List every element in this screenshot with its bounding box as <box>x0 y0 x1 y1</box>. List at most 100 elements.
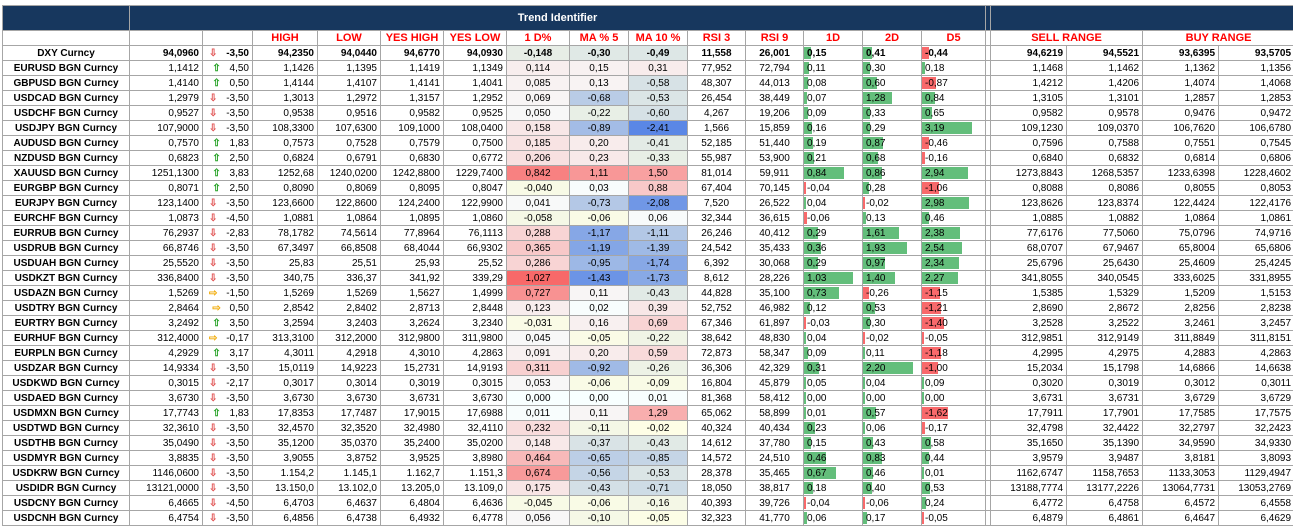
bar-1d-cell[interactable]: 0,07 <box>803 90 863 106</box>
one-day-pct-cell[interactable]: 1,027 <box>506 270 570 286</box>
symbol-cell[interactable]: EURJPY BGN Curncy <box>2 195 130 211</box>
last-price-cell[interactable]: 123,1400 <box>129 195 203 211</box>
ma5-cell[interactable]: 0,15 <box>569 60 629 76</box>
bar-d5-cell[interactable]: 0,58 <box>920 435 987 451</box>
bar-1d-cell[interactable]: 0,23 <box>803 420 863 436</box>
header-d5[interactable]: D5 <box>920 30 987 46</box>
header-sell-range[interactable]: SELL RANGE <box>990 30 1144 46</box>
yes-low-cell[interactable]: 0,7500 <box>443 135 507 151</box>
high-cell[interactable]: 0,6824 <box>252 150 318 166</box>
ma10-cell[interactable]: 0,88 <box>628 180 688 196</box>
rsi3-cell[interactable]: 26,246 <box>687 225 746 241</box>
low-cell[interactable]: 25,51 <box>317 255 381 271</box>
buy-range-high-cell[interactable]: 3,8181 <box>1142 450 1220 466</box>
last-price-cell[interactable]: 13121,0000 <box>129 480 203 496</box>
change-cell[interactable]: ⇨ 0,50 <box>202 300 253 316</box>
yes-high-cell[interactable]: 6,4804 <box>380 495 444 511</box>
symbol-cell[interactable]: EURHUF BGN Curncy <box>2 330 130 346</box>
header-rsi3[interactable]: RSI 3 <box>687 30 746 46</box>
buy-range-low-cell[interactable]: 25,4245 <box>1218 255 1293 271</box>
rsi9-cell[interactable]: 35,433 <box>745 240 804 256</box>
symbol-cell[interactable]: GBPUSD BGN Curncy <box>2 75 130 91</box>
rsi9-cell[interactable]: 30,068 <box>745 255 804 271</box>
sell-range-high-cell[interactable]: 1273,8843 <box>990 165 1068 181</box>
low-cell[interactable]: 4,2918 <box>317 345 381 361</box>
change-cell[interactable]: ⇩ -3,50 <box>202 510 253 526</box>
low-cell[interactable]: 17,7487 <box>317 405 381 421</box>
sell-range-low-cell[interactable]: 35,1390 <box>1066 435 1144 451</box>
yes-high-cell[interactable]: 6,4932 <box>380 510 444 526</box>
one-day-pct-cell[interactable]: 0,842 <box>506 165 570 181</box>
rsi3-cell[interactable]: 6,392 <box>687 255 746 271</box>
last-price-cell[interactable]: 17,7743 <box>129 405 203 421</box>
table-row[interactable]: USDMYR BGN Curncy 3,8835 ⇩ -3,50 3,9055 3,875… <box>2 450 1293 466</box>
change-cell[interactable]: ⇧ 0,50 <box>202 75 253 91</box>
buy-range-low-cell[interactable]: 1129,4947 <box>1218 465 1293 481</box>
yes-low-cell[interactable]: 14,9193 <box>443 360 507 376</box>
sell-range-high-cell[interactable]: 68,0707 <box>990 240 1068 256</box>
symbol-cell[interactable]: EURUSD BGN Curncy <box>2 60 130 76</box>
bar-2d-cell[interactable]: 0,83 <box>862 450 922 466</box>
bar-1d-cell[interactable]: 0,73 <box>803 285 863 301</box>
sell-range-high-cell[interactable]: 0,3020 <box>990 375 1068 391</box>
header-1d-pct[interactable]: 1 D% <box>506 30 570 46</box>
high-cell[interactable]: 0,7573 <box>252 135 318 151</box>
bar-1d-cell[interactable]: -0,04 <box>803 180 863 196</box>
rsi9-cell[interactable]: 24,510 <box>745 450 804 466</box>
last-price-cell[interactable]: 6,4665 <box>129 495 203 511</box>
sell-range-low-cell[interactable]: 6,4861 <box>1066 510 1144 526</box>
ma10-cell[interactable]: -1,39 <box>628 240 688 256</box>
change-cell[interactable]: ⇧ 3,50 <box>202 315 253 331</box>
rsi9-cell[interactable]: 35,100 <box>745 285 804 301</box>
sell-range-low-cell[interactable]: 94,5521 <box>1066 45 1144 61</box>
last-price-cell[interactable]: 1,5269 <box>129 285 203 301</box>
ma10-cell[interactable]: -0,41 <box>628 135 688 151</box>
yes-high-cell[interactable]: 1,3157 <box>380 90 444 106</box>
ma10-cell[interactable]: -0,53 <box>628 465 688 481</box>
buy-range-low-cell[interactable]: 6,4629 <box>1218 510 1293 526</box>
change-cell[interactable]: ⇩ -4,50 <box>202 210 253 226</box>
change-cell[interactable]: ⇩ -3,50 <box>202 240 253 256</box>
bar-d5-cell[interactable]: -1,00 <box>920 360 987 376</box>
sell-range-high-cell[interactable]: 15,2034 <box>990 360 1068 376</box>
rsi9-cell[interactable]: 53,900 <box>745 150 804 166</box>
one-day-pct-cell[interactable]: -0,031 <box>506 315 570 331</box>
bar-d5-cell[interactable]: -1,15 <box>920 285 987 301</box>
rsi9-cell[interactable]: 61,897 <box>745 315 804 331</box>
buy-range-low-cell[interactable]: 0,3011 <box>1218 375 1293 391</box>
one-day-pct-cell[interactable]: 0,069 <box>506 90 570 106</box>
bar-1d-cell[interactable]: 0,46 <box>803 450 863 466</box>
low-cell[interactable]: 14,9223 <box>317 360 381 376</box>
ma10-cell[interactable]: -1,11 <box>628 225 688 241</box>
yes-low-cell[interactable]: 122,9900 <box>443 195 507 211</box>
change-cell[interactable]: ⇩ -3,50 <box>202 270 253 286</box>
yes-high-cell[interactable]: 0,3019 <box>380 375 444 391</box>
rsi3-cell[interactable]: 4,267 <box>687 105 746 121</box>
ma10-cell[interactable]: 0,01 <box>628 390 688 406</box>
rsi3-cell[interactable]: 1,566 <box>687 120 746 136</box>
table-row[interactable]: USDCNY BGN Curncy 6,4665 ⇩ -4,50 6,4703 6,463… <box>2 495 1293 511</box>
change-cell[interactable]: ⇩ -3,50 <box>202 45 253 61</box>
rsi3-cell[interactable]: 8,612 <box>687 270 746 286</box>
last-price-cell[interactable]: 1251,1300 <box>129 165 203 181</box>
buy-range-high-cell[interactable]: 1,5209 <box>1142 285 1220 301</box>
yes-low-cell[interactable]: 4,2863 <box>443 345 507 361</box>
yes-high-cell[interactable]: 109,1000 <box>380 120 444 136</box>
sell-range-high-cell[interactable]: 3,6731 <box>990 390 1068 406</box>
change-cell[interactable]: ⇧ 3,83 <box>202 165 253 181</box>
ma10-cell[interactable]: -0,58 <box>628 75 688 91</box>
bar-2d-cell[interactable]: 0,29 <box>862 120 922 136</box>
low-cell[interactable]: 0,7528 <box>317 135 381 151</box>
last-price-cell[interactable]: 35,0490 <box>129 435 203 451</box>
last-price-cell[interactable]: 336,8400 <box>129 270 203 286</box>
bar-d5-cell[interactable]: 2,94 <box>920 165 987 181</box>
one-day-pct-cell[interactable]: 0,286 <box>506 255 570 271</box>
high-cell[interactable]: 123,6600 <box>252 195 318 211</box>
buy-range-high-cell[interactable]: 122,4424 <box>1142 195 1220 211</box>
ma5-cell[interactable]: -0,06 <box>569 210 629 226</box>
symbol-cell[interactable]: XAUUSD BGN Curncy <box>2 165 130 181</box>
high-cell[interactable]: 6,4703 <box>252 495 318 511</box>
one-day-pct-cell[interactable]: 0,050 <box>506 105 570 121</box>
buy-range-high-cell[interactable]: 3,2461 <box>1142 315 1220 331</box>
ma5-cell[interactable]: -0,37 <box>569 435 629 451</box>
